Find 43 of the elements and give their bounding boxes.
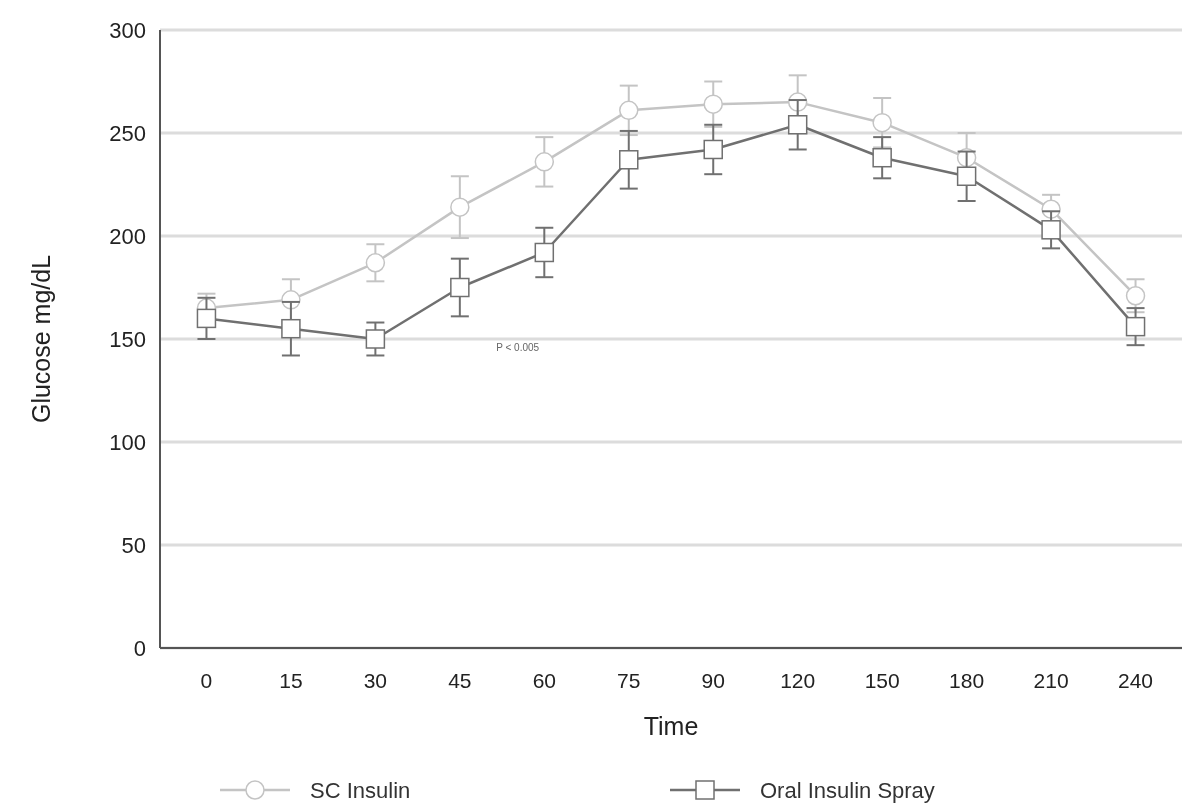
point bbox=[872, 147, 892, 168]
x-tick-label: 120 bbox=[780, 669, 816, 692]
point bbox=[619, 100, 639, 121]
x-tick-label: 75 bbox=[617, 669, 641, 692]
point bbox=[534, 242, 555, 263]
point bbox=[450, 277, 470, 298]
legend-label: SC Insulin bbox=[310, 777, 411, 803]
y-tick-label: 0 bbox=[133, 635, 146, 661]
x-tick-label: 0 bbox=[200, 669, 213, 692]
y-tick-label: 300 bbox=[109, 17, 146, 43]
point bbox=[365, 329, 386, 349]
point bbox=[703, 94, 723, 114]
x-tick-label: 15 bbox=[279, 669, 303, 692]
x-axis-title: Time bbox=[643, 712, 699, 740]
x-tick-label: 30 bbox=[363, 669, 388, 692]
point bbox=[196, 308, 217, 329]
annotation: P < 0.005 bbox=[496, 342, 540, 354]
x-tick-label: 180 bbox=[949, 669, 985, 692]
point bbox=[956, 166, 977, 187]
point bbox=[872, 112, 892, 133]
x-tick-label: 45 bbox=[448, 669, 472, 692]
point bbox=[450, 197, 470, 217]
point bbox=[534, 152, 555, 172]
legend-label: Oral Insulin Spray bbox=[760, 777, 935, 803]
y-tick-label: 100 bbox=[109, 429, 146, 455]
point bbox=[1041, 220, 1061, 240]
point bbox=[1125, 285, 1146, 306]
point bbox=[703, 139, 723, 160]
y-tick-label: 200 bbox=[109, 223, 146, 249]
y-tick-label: 250 bbox=[109, 120, 146, 146]
point bbox=[1125, 316, 1146, 337]
point bbox=[619, 150, 639, 170]
x-tick-label: 240 bbox=[1118, 669, 1154, 692]
y-tick-label: 50 bbox=[121, 532, 146, 558]
x-tick-label: 150 bbox=[864, 669, 900, 692]
y-tick-label: 150 bbox=[109, 326, 146, 352]
y-axis-title: Glucose mg/dL bbox=[27, 254, 55, 424]
point bbox=[787, 115, 808, 135]
x-tick-label: 210 bbox=[1033, 669, 1069, 692]
x-tick-label: 90 bbox=[701, 669, 725, 692]
point bbox=[281, 318, 301, 339]
x-tick-label: 60 bbox=[532, 669, 556, 692]
point bbox=[365, 253, 386, 273]
